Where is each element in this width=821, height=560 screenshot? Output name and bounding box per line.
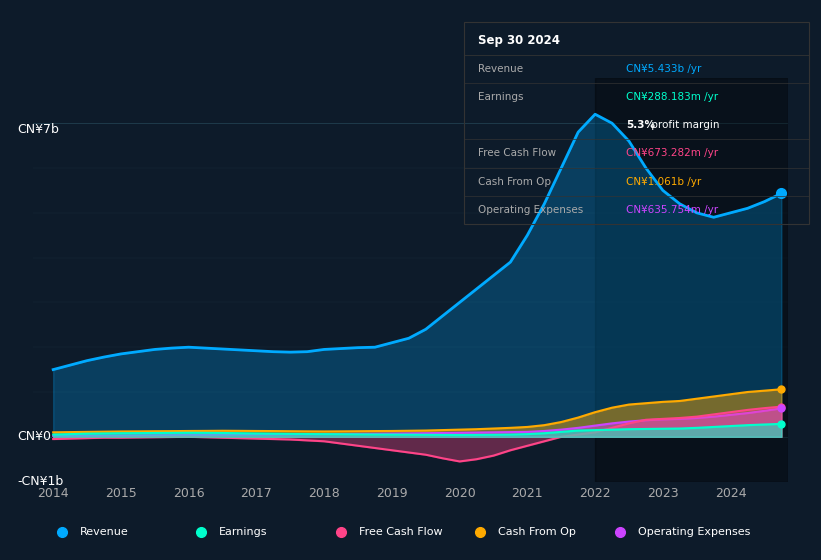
Text: Sep 30 2024: Sep 30 2024 — [478, 35, 560, 48]
Text: 5.3%: 5.3% — [626, 120, 655, 130]
Text: CN¥7b: CN¥7b — [18, 123, 60, 136]
Text: CN¥1.061b /yr: CN¥1.061b /yr — [626, 176, 701, 186]
Text: CN¥673.282m /yr: CN¥673.282m /yr — [626, 148, 718, 158]
Text: Operating Expenses: Operating Expenses — [638, 527, 750, 537]
Text: -CN¥1b: -CN¥1b — [18, 475, 64, 488]
Text: CN¥5.433b /yr: CN¥5.433b /yr — [626, 64, 701, 74]
Text: Cash From Op: Cash From Op — [478, 176, 551, 186]
Text: Free Cash Flow: Free Cash Flow — [478, 148, 556, 158]
Text: Revenue: Revenue — [80, 527, 128, 537]
Text: CN¥635.754m /yr: CN¥635.754m /yr — [626, 205, 718, 215]
Text: Revenue: Revenue — [478, 64, 523, 74]
Text: Earnings: Earnings — [478, 92, 523, 102]
Text: Free Cash Flow: Free Cash Flow — [359, 527, 443, 537]
Text: Cash From Op: Cash From Op — [498, 527, 576, 537]
Text: CN¥288.183m /yr: CN¥288.183m /yr — [626, 92, 718, 102]
Text: Operating Expenses: Operating Expenses — [478, 205, 583, 215]
Bar — [595, 78, 788, 482]
Text: profit margin: profit margin — [649, 120, 720, 130]
Text: Earnings: Earnings — [219, 527, 268, 537]
Text: CN¥0: CN¥0 — [18, 430, 52, 444]
